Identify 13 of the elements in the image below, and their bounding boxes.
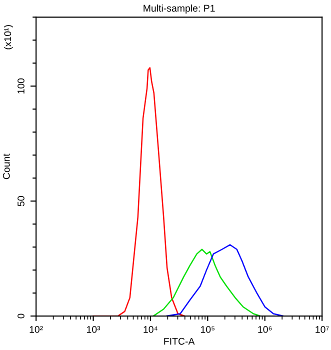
y-tick-label: 50	[18, 196, 24, 206]
x-tick-label: 10⁴	[144, 326, 158, 333]
x-tick-label: 10³	[86, 326, 100, 333]
x-axis-title: FITC-A	[164, 338, 195, 345]
x-tick-label: 10⁶	[258, 326, 272, 333]
x-tick-label: 10²	[30, 326, 43, 333]
y-tick-label: 0	[18, 314, 24, 318]
chart-title: Multi-sample: P1	[144, 4, 215, 14]
y-tick-label: 100	[18, 78, 24, 94]
text: (x10¹)	[4, 25, 14, 50]
x-tick-label: 10⁷	[316, 326, 329, 333]
x-tick-label: 10⁵	[200, 326, 214, 333]
y-axis-title: Count	[2, 154, 10, 180]
